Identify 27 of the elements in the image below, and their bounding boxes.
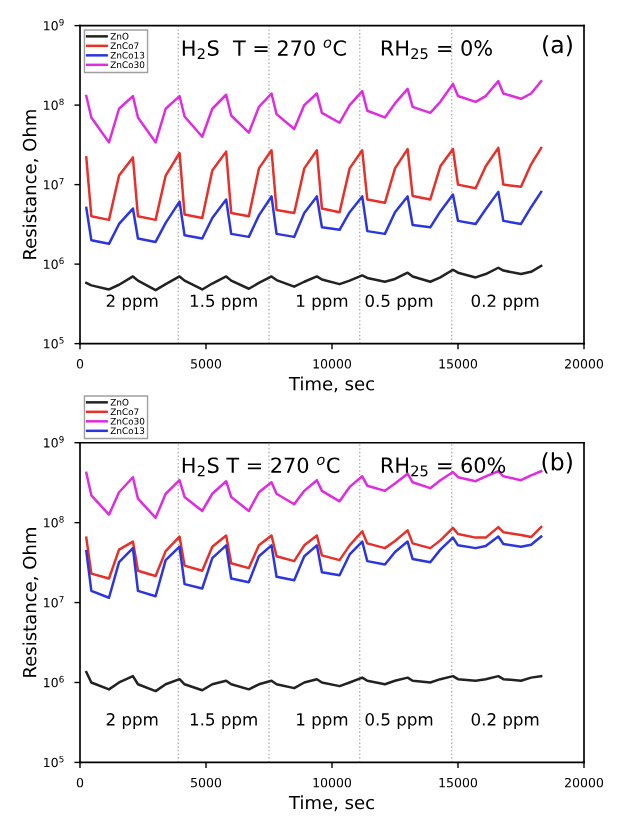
annotation: 2 ppm (106, 294, 158, 311)
annotation: 1 ppm (297, 294, 348, 311)
text: RH$_{25}$ = 0% (381, 40, 492, 60)
line-series (85, 190, 543, 246)
annotation: 1.5 ppm (190, 713, 257, 729)
annotation: 0.5 ppm (365, 713, 433, 729)
text: RH$_{25}$ = 60% (381, 457, 506, 477)
line-series (85, 264, 543, 292)
y-axis-title: Resistance, Ohm (22, 110, 39, 259)
text: H$_{2}$S T = 270 $^{o}$C (182, 39, 346, 60)
annotation: 1 ppm (297, 713, 348, 729)
annotation: 1.5 ppm (190, 294, 257, 311)
annotation: 2 ppm (106, 713, 158, 729)
y-axis-title: Resistance, Ohm (22, 528, 39, 677)
annotation: 0.5 ppm (365, 294, 433, 311)
line-series (85, 670, 543, 693)
line-series (85, 525, 543, 580)
line-series (85, 146, 543, 222)
annotation: 0.2 ppm (471, 294, 539, 311)
line-series (85, 79, 543, 144)
x-axis-title: Time, sec (288, 795, 374, 812)
text: H$_{2}$S T = 270 $^{o}$C (182, 456, 340, 477)
annotation: (b) (542, 452, 572, 474)
annotation: 0.2 ppm (471, 713, 539, 729)
annotation: (a) (543, 35, 572, 57)
x-axis-title: Time, sec (288, 376, 374, 393)
line-series (85, 535, 543, 599)
